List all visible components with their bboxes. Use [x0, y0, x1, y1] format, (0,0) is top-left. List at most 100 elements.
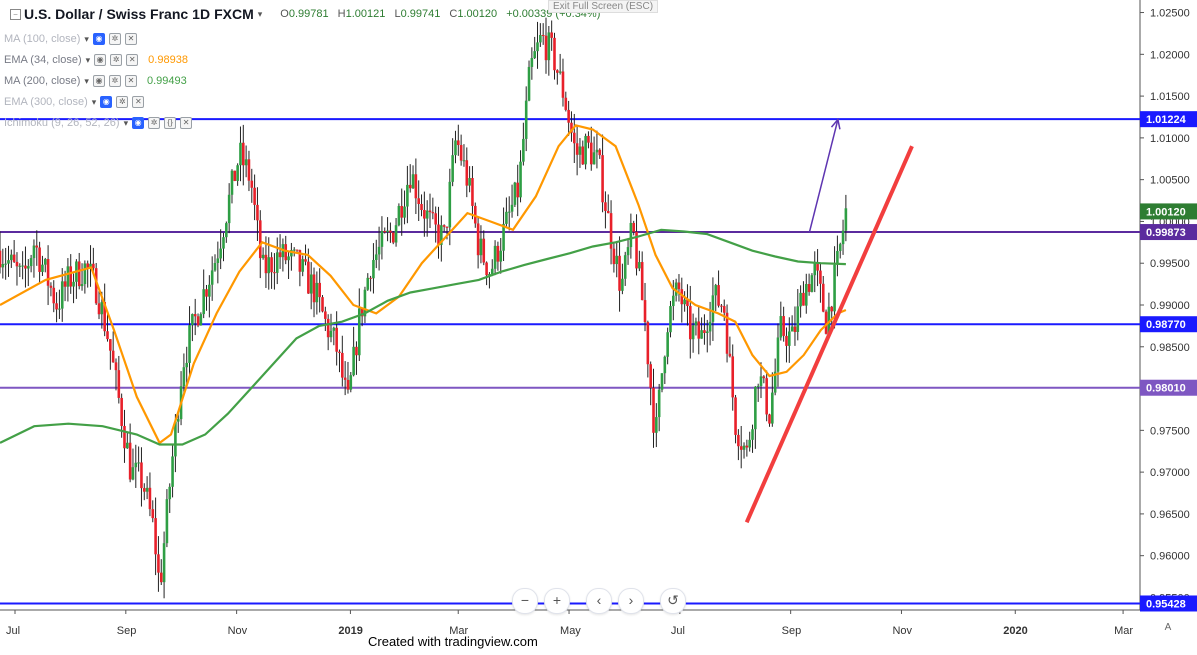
interval-label[interactable]: 1D: [192, 6, 211, 22]
candle-body: [425, 210, 429, 219]
candle-body: [437, 224, 440, 245]
gear-icon[interactable]: ✲: [116, 96, 129, 108]
zoom-in-button[interactable]: +: [544, 588, 570, 614]
candle-body: [199, 314, 203, 326]
zoom-out-button[interactable]: −: [512, 588, 538, 614]
candle-body: [4, 263, 7, 265]
candle-body: [72, 281, 75, 287]
candle-body: [369, 277, 372, 279]
candle-body: [380, 231, 384, 247]
gear-icon[interactable]: ✲: [108, 33, 121, 45]
candle-body: [471, 178, 474, 206]
gear-icon[interactable]: ✲: [108, 75, 121, 87]
x-tick-label: Jul: [6, 625, 20, 637]
candle-body: [69, 266, 73, 287]
chevron-down-icon[interactable]: ▾: [257, 8, 263, 19]
candle-body: [258, 220, 262, 259]
candle-body: [295, 249, 299, 251]
candle-body: [807, 284, 811, 292]
indicator-row-3[interactable]: EMA (300, close) ▾ ◉ ✲ ✕: [4, 96, 145, 108]
candle-body: [414, 174, 418, 199]
candle-body: [737, 434, 740, 447]
candle-body: [318, 282, 321, 298]
eye-icon[interactable]: ◉: [92, 33, 105, 45]
candle-body: [821, 283, 825, 312]
candle-body: [819, 270, 822, 284]
indicator-row-4[interactable]: Ichimoku (9, 26, 52, 26) ▾ ◉ ✲ {} ✕: [4, 117, 193, 129]
eye-icon[interactable]: ◉: [132, 117, 145, 129]
scroll-right-button[interactable]: ›: [618, 588, 644, 614]
candle-body: [24, 265, 27, 269]
candle-body: [80, 284, 84, 287]
close-icon[interactable]: ✕: [124, 75, 137, 87]
ema34-value: 0.98938: [148, 54, 188, 66]
candle-body: [646, 322, 650, 365]
scroll-left-button[interactable]: ‹: [586, 588, 612, 614]
candle-body: [771, 392, 774, 424]
candle-body: [292, 249, 296, 251]
close-icon[interactable]: ✕: [180, 117, 193, 129]
chevron-down-icon: ▾: [85, 54, 91, 65]
candle-body: [451, 155, 454, 182]
eye-icon[interactable]: ◉: [100, 96, 113, 108]
candle-body: [604, 202, 607, 211]
close-icon[interactable]: ✕: [132, 96, 145, 108]
gear-icon[interactable]: ✲: [148, 117, 161, 129]
candle-body: [140, 462, 143, 489]
close-icon[interactable]: ✕: [124, 33, 137, 45]
candle-body: [46, 259, 50, 286]
candle-body: [408, 184, 412, 189]
support-trendline: [744, 145, 914, 524]
candle-body: [267, 257, 271, 274]
candle-body: [762, 376, 766, 379]
reset-chart-button[interactable]: ↺: [660, 588, 686, 614]
candle-body: [810, 275, 814, 292]
candle-body: [86, 263, 89, 269]
candle-body: [660, 373, 664, 390]
x-tick-label: Sep: [117, 625, 137, 637]
indicator-row-1[interactable]: EMA (34, close) ▾ ◉ ✲ ✕ 0.98938: [4, 54, 188, 66]
candle-body: [400, 205, 404, 218]
candle-body: [205, 289, 208, 297]
eye-icon[interactable]: ◉: [92, 75, 105, 87]
level-price-tag: [1140, 111, 1197, 128]
candle-body: [329, 330, 333, 338]
candle-body: [739, 446, 743, 450]
candle-body: [561, 71, 565, 98]
candle-body: [145, 487, 149, 492]
candle-body: [754, 386, 757, 430]
source-code-icon[interactable]: {}: [164, 117, 177, 129]
candle-body: [768, 414, 771, 424]
candle-body: [618, 255, 621, 291]
auto-scale-button[interactable]: A: [1164, 622, 1172, 633]
candle-body: [423, 210, 426, 219]
candle-body: [383, 231, 387, 233]
ema34-line: [0, 124, 847, 445]
gear-icon[interactable]: ✲: [110, 54, 123, 66]
collapse-legend-icon[interactable]: −: [10, 9, 21, 20]
candle-body: [787, 331, 791, 346]
candle-body: [601, 155, 604, 203]
y-tick-label: 0.99000: [1150, 300, 1190, 312]
candle-body: [629, 222, 633, 248]
eye-icon[interactable]: ◉: [94, 54, 107, 66]
candle-body: [168, 486, 172, 500]
candle-body: [38, 247, 41, 272]
close-icon[interactable]: ✕: [126, 54, 139, 66]
indicator-row-2[interactable]: MA (200, close) ▾ ◉ ✲ ✕ 0.99493: [4, 75, 187, 87]
candle-body: [519, 161, 522, 198]
candle-body: [722, 306, 726, 313]
indicator-row-0[interactable]: MA (100, close) ▾ ◉ ✲ ✕: [4, 33, 137, 45]
source-label[interactable]: FXCM: [214, 6, 254, 22]
candle-body: [558, 71, 562, 73]
footer-credit: Created with tradingview.com: [368, 634, 538, 649]
symbol-name[interactable]: U.S. Dollar / Swiss Franc: [24, 6, 189, 22]
symbol-row: U.S. Dollar / Swiss Franc 1D FXCM ▾ O0.9…: [24, 6, 600, 22]
candle-body: [377, 246, 381, 255]
candle-body: [541, 34, 545, 36]
candle-body: [606, 210, 610, 214]
candle-body: [796, 306, 800, 332]
x-tick-label: 2020: [1003, 625, 1027, 637]
candle-body: [550, 32, 553, 38]
